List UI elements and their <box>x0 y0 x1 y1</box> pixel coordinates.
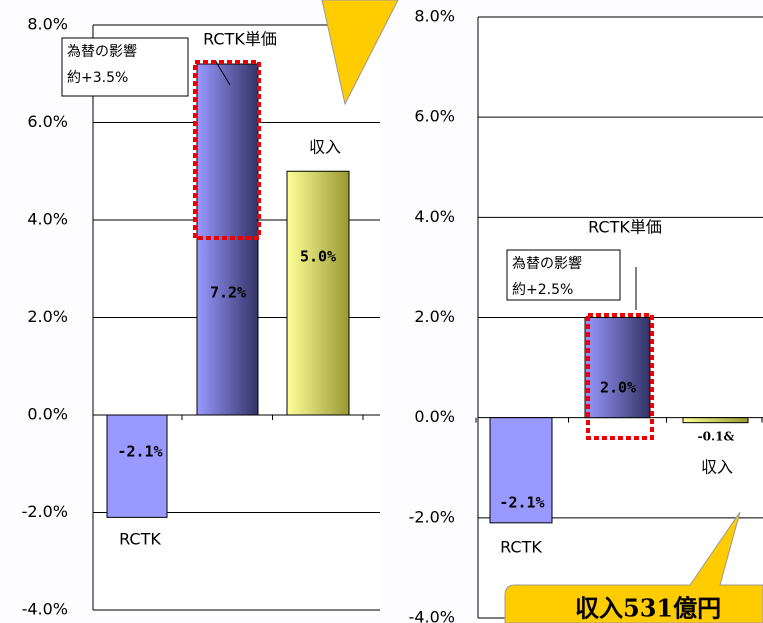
category-label: RCTK単価 <box>588 218 662 237</box>
category-label: 収入 <box>701 458 733 477</box>
category-label: RCTK <box>119 530 161 549</box>
y-tick-label: 0.0% <box>414 407 455 426</box>
callout-text: 収入531億円 <box>575 594 721 623</box>
y-tick-label: 8.0% <box>27 15 68 34</box>
annotation-box <box>61 37 189 97</box>
callout-shape <box>321 0 399 106</box>
y-tick-label: 6.0% <box>27 112 68 131</box>
annotation-text: 約+3.5% <box>67 70 128 86</box>
annotation-text: 為替の影響 <box>512 255 582 272</box>
category-label: RCTK単価 <box>203 30 277 49</box>
bar <box>489 417 553 524</box>
y-tick-label: -2.0% <box>409 507 455 526</box>
data-label: 5.0% <box>300 248 336 266</box>
fx-effect-box <box>193 60 261 240</box>
data-label: -2.1% <box>117 443 162 461</box>
category-label: 収入 <box>309 138 341 157</box>
data-label: -2.1% <box>499 494 544 512</box>
y-tick-label: 2.0% <box>414 307 455 326</box>
annotation-box <box>506 249 621 301</box>
category-label: RCTK <box>500 538 542 557</box>
y-tick-label: 0.0% <box>27 405 68 424</box>
bar <box>682 417 749 424</box>
y-tick-label: -2.0% <box>22 502 68 521</box>
bar <box>106 414 168 518</box>
y-tick-label: 4.0% <box>27 210 68 229</box>
fx-effect-box <box>586 313 654 440</box>
bar <box>584 317 651 419</box>
y-tick-label: 8.0% <box>414 7 455 26</box>
annotation-pointer <box>214 59 231 86</box>
y-tick-label: 6.0% <box>414 107 455 126</box>
y-tick-label: 4.0% <box>414 207 455 226</box>
data-label: 7.2% <box>210 284 246 302</box>
bar <box>286 170 350 416</box>
callout-shape <box>504 511 763 623</box>
y-tick-label: -4.0% <box>409 608 455 623</box>
annotation-text: 約+2.5% <box>512 282 573 298</box>
data-label: 2.0% <box>600 379 636 397</box>
data-label: -0.1& <box>698 430 735 444</box>
y-tick-label: -4.0% <box>22 600 68 619</box>
annotation-text: 為替の影響 <box>67 43 137 60</box>
y-tick-label: 2.0% <box>27 307 68 326</box>
